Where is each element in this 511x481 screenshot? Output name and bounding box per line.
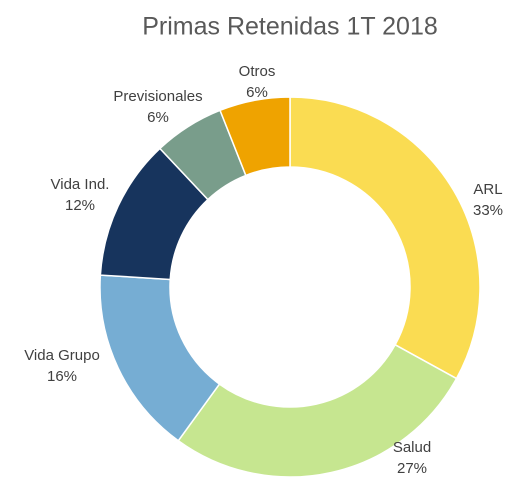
category-label: Otros — [239, 63, 276, 80]
category-label: Vida Grupo — [24, 347, 100, 364]
donut-segment — [289, 96, 481, 380]
donut-segment — [177, 343, 458, 478]
category-label: ARL — [473, 181, 502, 198]
value-label: 12% — [65, 197, 95, 214]
value-label: 6% — [246, 84, 268, 101]
value-label: 6% — [147, 109, 169, 126]
value-label: 33% — [473, 202, 503, 219]
category-label: Previsionales — [113, 88, 202, 105]
category-label: Salud — [393, 439, 431, 456]
category-label: Vida Ind. — [51, 176, 110, 193]
chart-title: Primas Retenidas 1T 2018 — [142, 13, 438, 41]
value-label: 27% — [397, 460, 427, 477]
value-label: 16% — [47, 368, 77, 385]
donut-segment — [219, 96, 291, 177]
